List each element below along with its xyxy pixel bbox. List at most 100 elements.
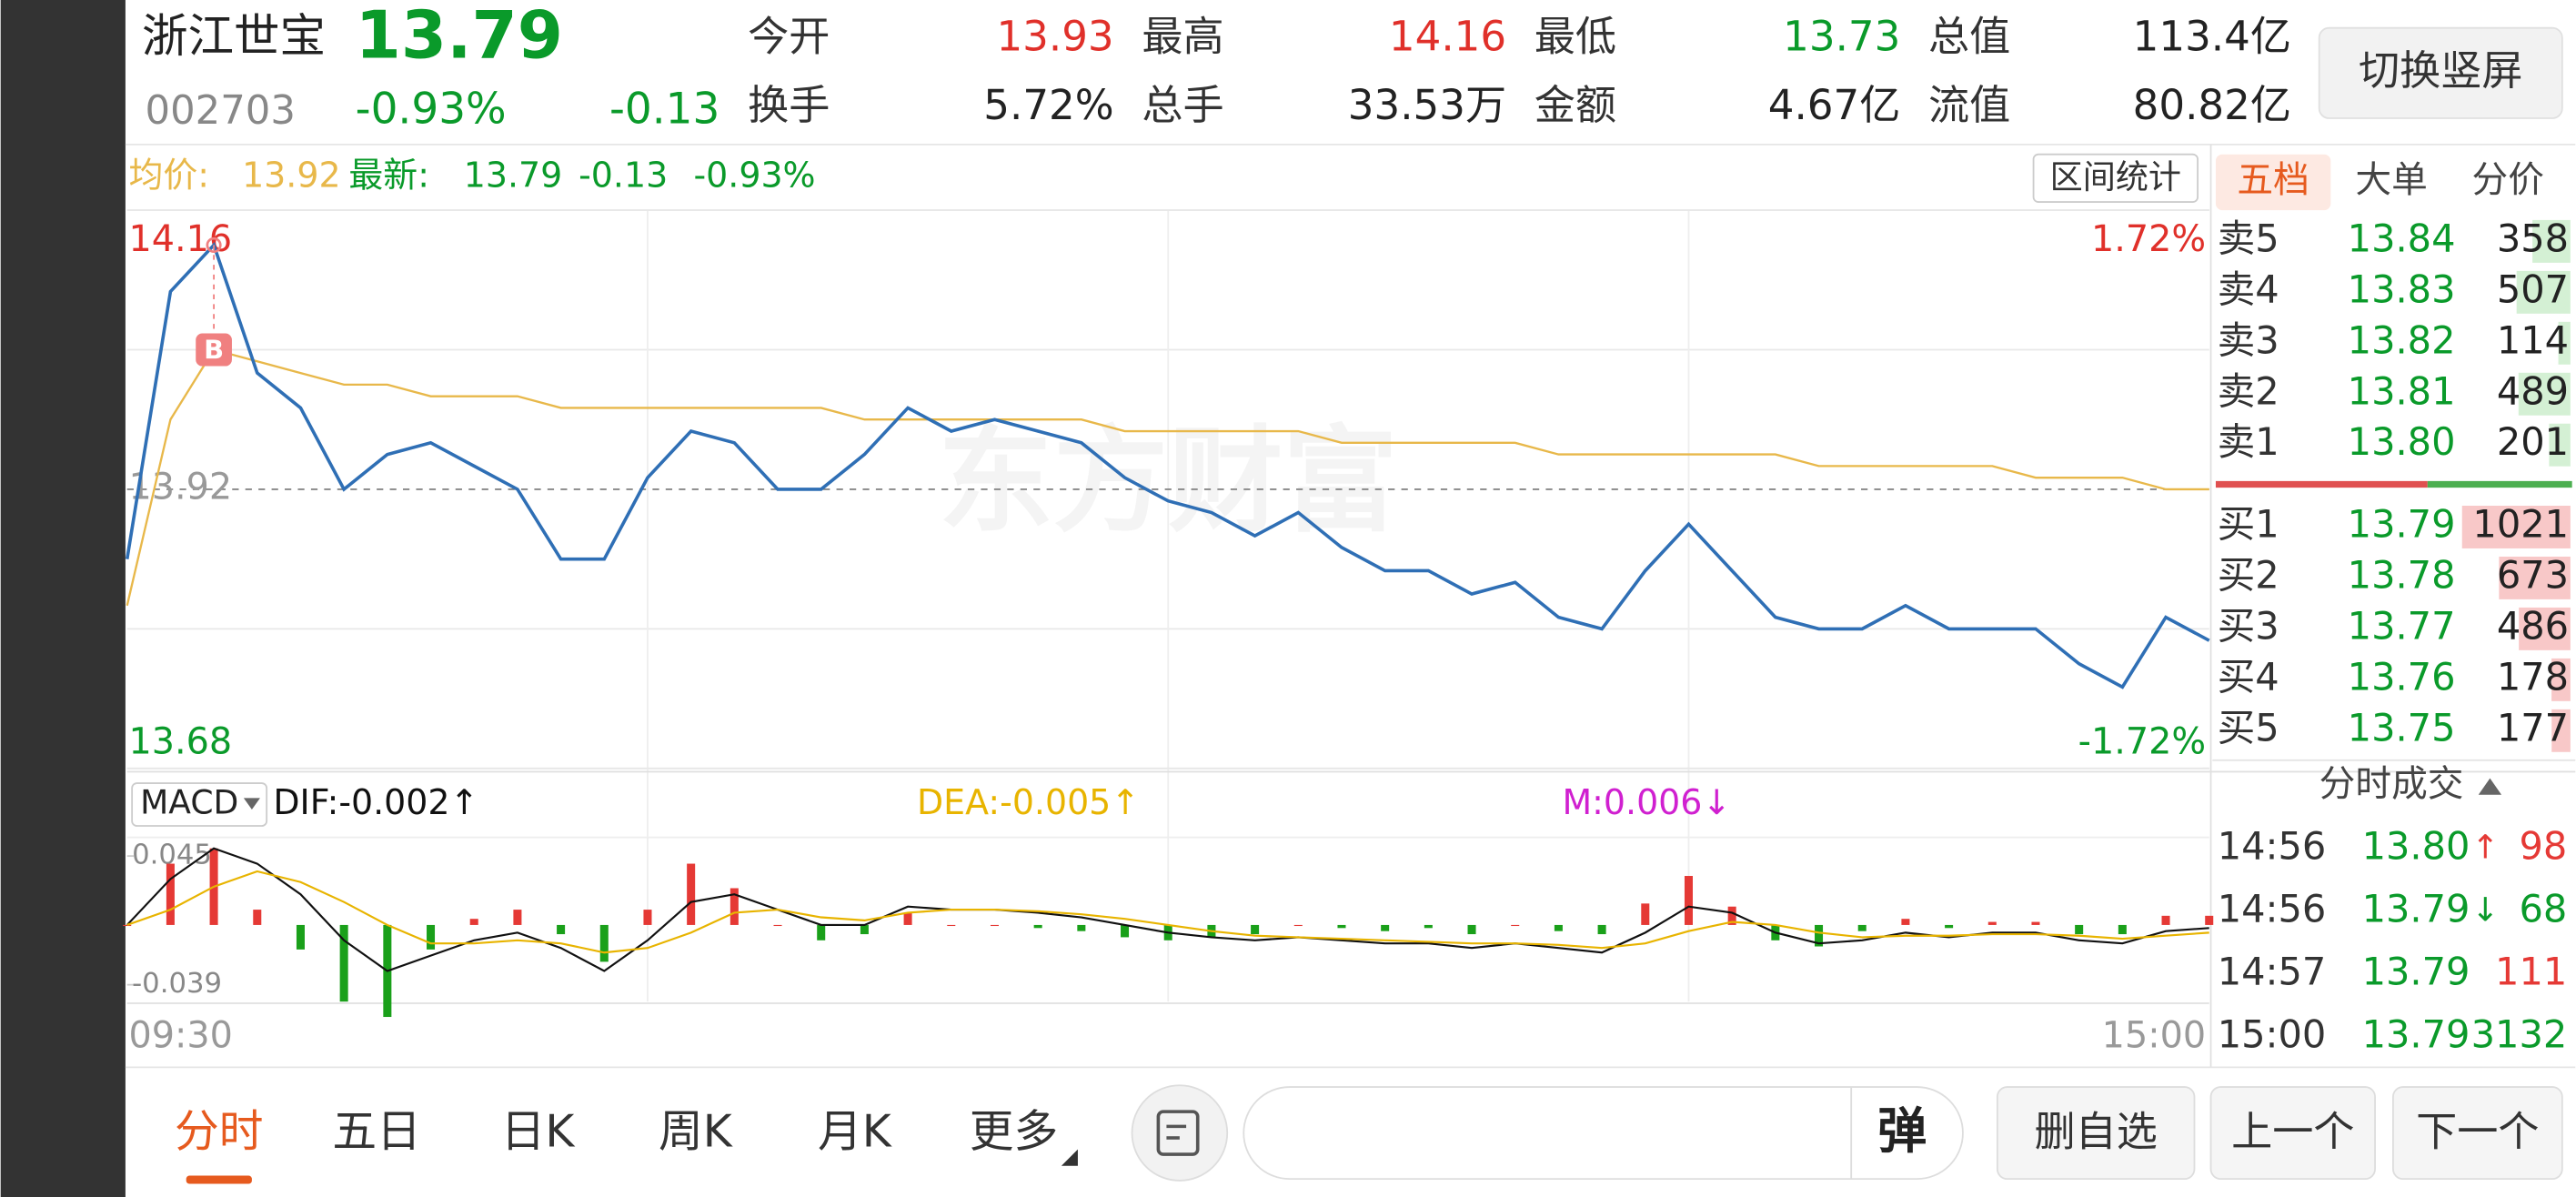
collapse-arrow [2478,778,2502,795]
period-tab[interactable]: 月K [818,1106,892,1157]
book-price: 13.81 [2348,368,2456,413]
avg-line [126,348,2209,607]
trade-arrow: ↑ [2471,827,2499,866]
macd-bar [1987,921,1997,925]
volume-bar [2519,607,2571,650]
macd-bar [513,910,522,925]
rotate-button[interactable] [2318,26,2563,119]
macd-bar [2205,915,2214,925]
stat-value: 33.53万 [1348,81,1506,129]
macd-bar [1945,924,1954,929]
book-volume: 114 [2497,317,2569,362]
stock-name: 浙江世宝 [142,9,326,63]
dif-line [126,847,2209,972]
macd-bar [1033,924,1042,929]
macd-bar [1554,924,1563,931]
book-volume: 673 [2497,552,2569,597]
book-tab[interactable]: 分价 [2472,159,2544,201]
trade-volume: 68 [2519,886,2567,930]
stat-value: 13.93 [996,12,1113,60]
volume-bar [2558,321,2571,365]
book-label: 买4 [2218,654,2279,699]
trade-time: 15:00 [2218,1012,2327,1057]
rotate-button-label: 切换竖屏 [2359,46,2523,95]
stat-label: 最高 [1142,12,1223,60]
trade-time: 14:57 [2218,950,2327,994]
macd-bar [2075,924,2084,935]
macd-bar [253,910,262,925]
stat-value: 13.73 [1783,12,1900,60]
macd-bar [1511,924,1520,927]
stat-label: 换手 [748,81,830,129]
danmaku-toggle[interactable]: 弹 [1877,1102,1927,1160]
macd-bar [339,924,348,1002]
nav-button[interactable] [1996,1086,2196,1181]
marker-dot [206,236,222,254]
avg-value: 13.92 [242,155,340,195]
book-volume: 1021 [2472,501,2569,546]
y-tick-label: 13.68 [129,720,233,762]
volume-bar [2499,556,2571,599]
book-tab[interactable]: 五档 [2237,159,2309,201]
indicator-select[interactable] [131,782,268,827]
tab-active-bg [2215,154,2331,211]
macd-bar [687,863,696,925]
note-button[interactable] [1131,1084,1229,1182]
period-tab[interactable]: 日K [501,1106,576,1157]
volume-bar [2516,270,2571,314]
comment-input[interactable] [1243,1086,1964,1181]
stat-value: 113.4亿 [2133,12,2291,60]
macd-bar [599,924,609,962]
stat-label: 今开 [748,12,830,60]
latest-pct: -0.93% [694,155,816,195]
macd-bar [1815,924,1824,947]
period-tab[interactable]: 五日 [332,1106,420,1157]
book-tab[interactable]: 大单 [2355,159,2427,201]
range-button-label: 区间统计 [2050,157,2181,196]
stat-label: 金额 [1535,81,1616,129]
book-volume: 178 [2497,654,2569,699]
macd-bar [469,919,478,925]
macd-bar [2118,924,2127,935]
macd-bar [773,924,782,927]
macd-bar [1293,924,1303,927]
macd-bar [1121,924,1130,938]
tab-underline [186,1175,252,1184]
book-label: 卖4 [2218,267,2279,311]
macd-bar [1597,924,1606,935]
book-volume: 507 [2497,267,2569,311]
macd-bar [817,924,826,940]
nav-button-label: 删自选 [2034,1107,2157,1155]
nav-button[interactable] [2209,1086,2376,1181]
nav-button-label: 上一个 [2231,1107,2354,1155]
stat-value: 14.16 [1389,12,1506,60]
book-label: 卖3 [2218,317,2279,362]
book-price: 13.75 [2348,705,2456,749]
latest-value: 13.79 [464,155,562,195]
nav-button[interactable] [2392,1086,2563,1181]
period-tab[interactable]: 更多 [970,1106,1058,1157]
period-tab[interactable]: 周K [659,1106,733,1157]
stock-code: 002703 [146,88,296,134]
trade-time: 14:56 [2218,886,2327,930]
book-volume: 358 [2497,216,2569,260]
trade-price: 13.79 [2362,1012,2470,1057]
macd-bar [730,888,739,925]
change-pct: -0.93% [356,84,507,134]
side-bar [0,0,126,1197]
book-price: 13.79 [2348,501,2456,546]
trade-price: 13.80 [2362,823,2470,868]
period-tab[interactable]: 分时 [175,1106,263,1157]
macd-bar [990,924,999,927]
price-line [125,241,2210,689]
book-label: 卖2 [2218,368,2279,413]
macd-bar [860,924,869,935]
macd-bar [1337,924,1346,929]
trade-volume: 111 [2495,950,2567,994]
macd-bar [1251,924,1260,935]
macd-bar [2031,921,2040,925]
x-tick-label: 15:00 [2102,1014,2206,1056]
marker-label: B [204,334,224,365]
range-button[interactable] [2032,153,2199,203]
